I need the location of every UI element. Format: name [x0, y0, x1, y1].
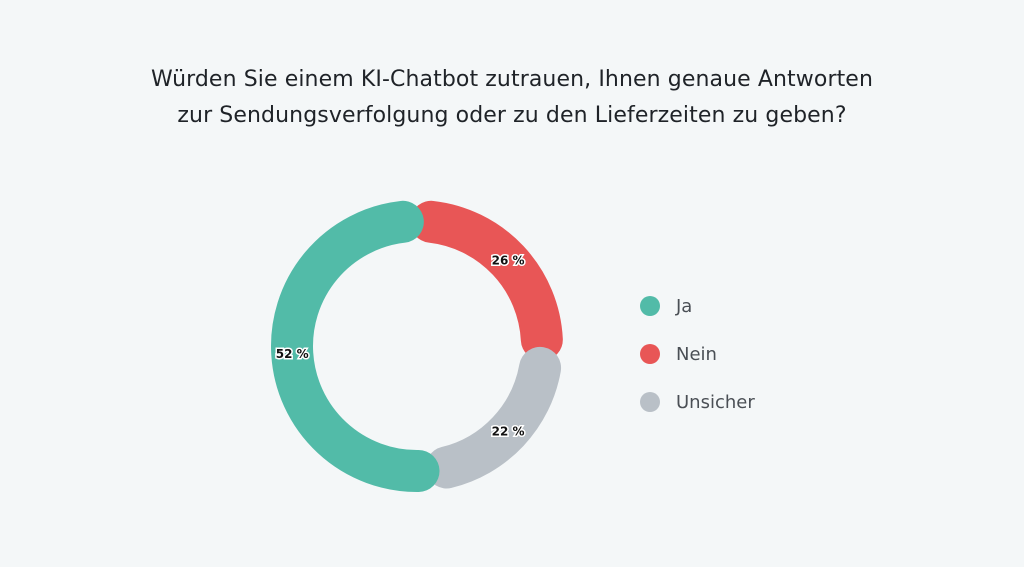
legend-label-ja: Ja	[676, 295, 693, 317]
legend-label-unsicher: Unsicher	[676, 391, 755, 413]
legend-item-unsicher: Unsicher	[640, 378, 755, 426]
legend-item-ja: Ja	[640, 282, 755, 330]
data-label-ja: 52 %	[276, 347, 309, 361]
legend-item-nein: Nein	[640, 330, 755, 378]
donut-segment-nein	[410, 200, 563, 361]
chart-title-line-1: Würden Sie einem KI-Chatbot zutrauen, Ih…	[151, 67, 873, 92]
chart-title: Würden Sie einem KI-Chatbot zutrauen, Ih…	[0, 62, 1024, 134]
data-label-unsicher: 22 %	[492, 425, 525, 439]
data-label-nein: 26 %	[492, 253, 525, 267]
legend-swatch-ja	[640, 296, 660, 316]
donut-segment-ja	[271, 200, 440, 492]
chart-title-line-2: zur Sendungsverfolgung oder zu den Liefe…	[177, 103, 847, 128]
legend-label-nein: Nein	[676, 343, 717, 365]
legend-swatch-unsicher	[640, 392, 660, 412]
legend-swatch-nein	[640, 344, 660, 364]
legend: Ja Nein Unsicher	[640, 282, 755, 426]
donut-segment-unsicher	[425, 346, 562, 489]
